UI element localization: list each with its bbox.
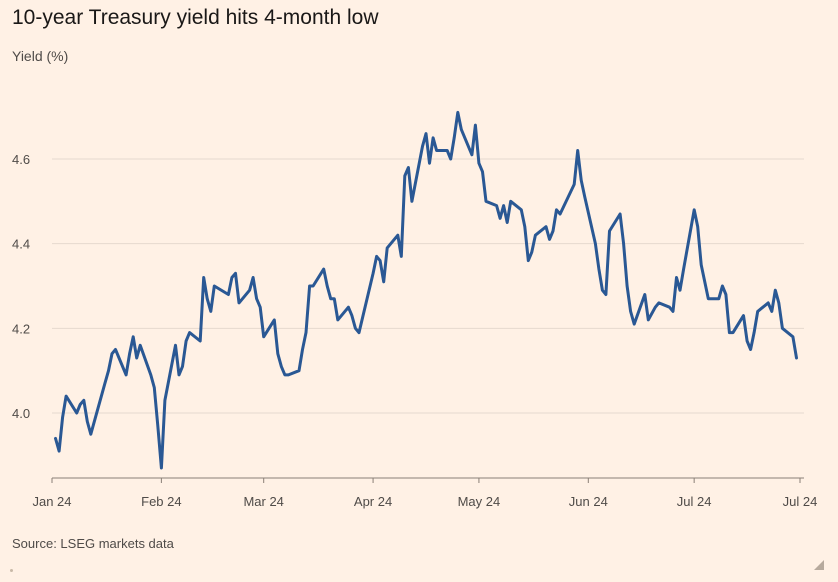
y-tick-labels: 4.0 4.2 4.4 4.6 xyxy=(12,152,30,421)
y-tick-label: 4.4 xyxy=(12,237,30,252)
y-axis-label: Yield (%) xyxy=(12,48,69,64)
y-tick-label: 4.6 xyxy=(12,152,30,167)
y-tick-label: 4.2 xyxy=(12,321,30,336)
yield-series-line xyxy=(54,110,798,470)
y-tick-label: 4.0 xyxy=(12,406,30,421)
x-tick-label: Jul 24 xyxy=(677,494,712,509)
grid-lines xyxy=(52,158,804,414)
x-tick-label: Jul 24 xyxy=(783,494,818,509)
series-group xyxy=(54,110,798,470)
x-tick-label: Jan 24 xyxy=(32,494,71,509)
source-note: Source: LSEG markets data xyxy=(12,536,174,551)
x-tick-label: Jun 24 xyxy=(569,494,608,509)
resize-handle-icon[interactable] xyxy=(814,560,824,570)
x-axis: Jan 24 Feb 24 Mar 24 Apr 24 May 24 Jun 24 Jul … xyxy=(32,477,818,509)
dot-icon xyxy=(10,569,13,572)
x-tick-label: Apr 24 xyxy=(354,494,392,509)
x-tick-label: Feb 24 xyxy=(141,494,181,509)
x-tick-label: May 24 xyxy=(458,494,501,509)
x-tick-label: Mar 24 xyxy=(243,494,283,509)
chart-title: 10-year Treasury yield hits 4-month low xyxy=(12,6,379,29)
